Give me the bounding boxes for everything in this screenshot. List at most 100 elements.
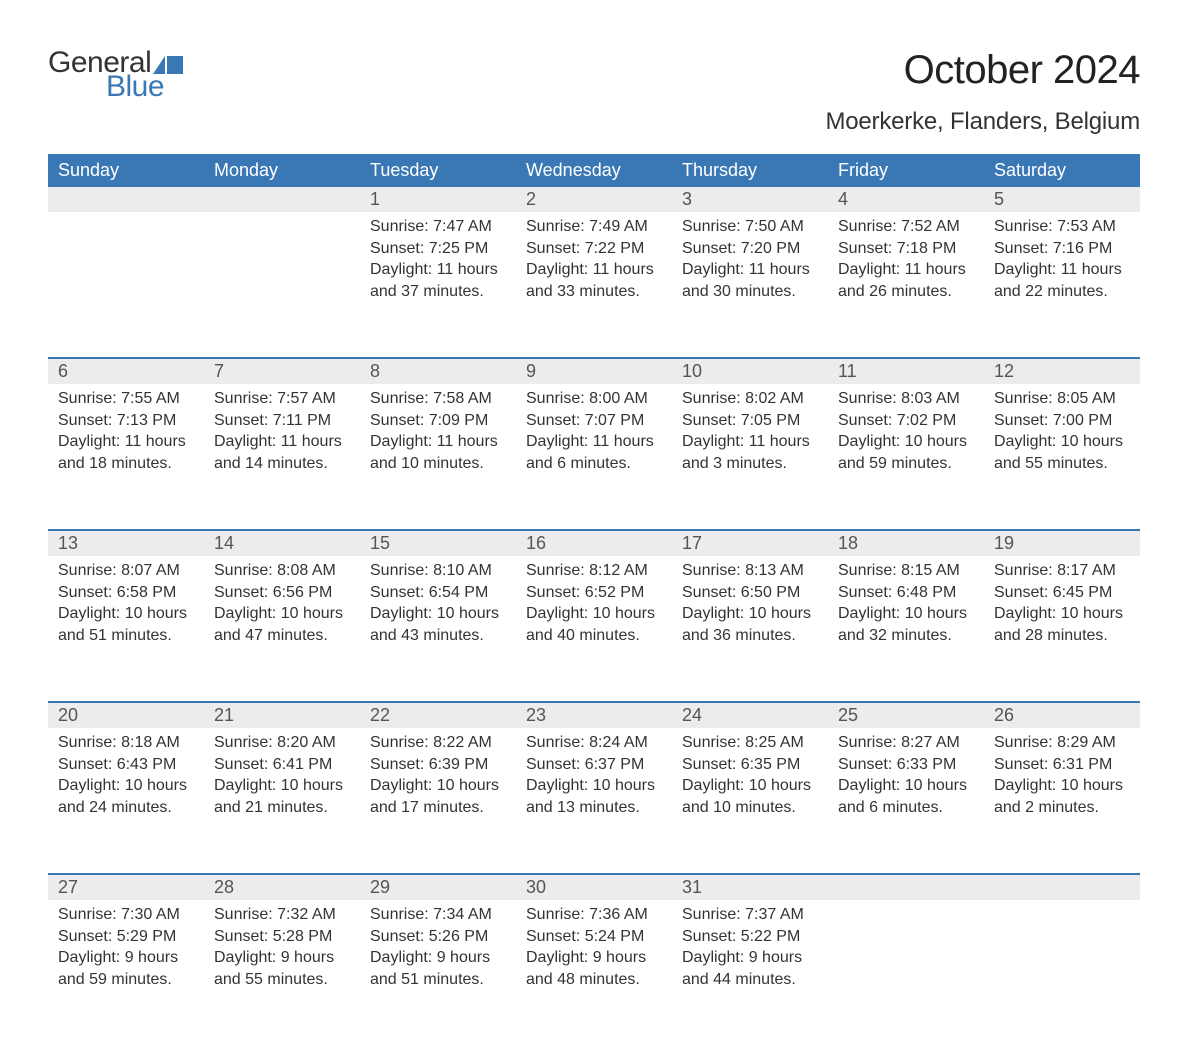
daylight-text-1: Daylight: 11 hours <box>682 259 818 281</box>
daylight-text-1: Daylight: 11 hours <box>526 259 662 281</box>
daylight-text-1: Daylight: 10 hours <box>214 775 350 797</box>
daylight-text-2: and 21 minutes. <box>214 797 350 819</box>
sunrise-text: Sunrise: 7:47 AM <box>370 216 506 238</box>
day-number-cell: 10 <box>672 357 828 384</box>
daylight-text-2: and 22 minutes. <box>994 281 1130 303</box>
sunrise-text: Sunrise: 8:05 AM <box>994 388 1130 410</box>
day-content-cell: Sunrise: 7:49 AMSunset: 7:22 PMDaylight:… <box>516 212 672 357</box>
sunrise-text: Sunrise: 7:50 AM <box>682 216 818 238</box>
day-content-cell: Sunrise: 8:25 AMSunset: 6:35 PMDaylight:… <box>672 728 828 873</box>
sunrise-text: Sunrise: 7:49 AM <box>526 216 662 238</box>
daylight-text-1: Daylight: 10 hours <box>994 603 1130 625</box>
sunset-text: Sunset: 7:02 PM <box>838 410 974 432</box>
daylight-text-2: and 47 minutes. <box>214 625 350 647</box>
daylight-text-2: and 6 minutes. <box>526 453 662 475</box>
day-content-cell <box>48 212 204 357</box>
daylight-text-1: Daylight: 11 hours <box>994 259 1130 281</box>
day-header-row: SundayMondayTuesdayWednesdayThursdayFrid… <box>48 154 1140 187</box>
sunrise-text: Sunrise: 7:58 AM <box>370 388 506 410</box>
sunset-text: Sunset: 6:39 PM <box>370 754 506 776</box>
day-content-cell: Sunrise: 7:32 AMSunset: 5:28 PMDaylight:… <box>204 900 360 1045</box>
day-number-cell: 17 <box>672 529 828 556</box>
day-content-cell <box>204 212 360 357</box>
daylight-text-2: and 10 minutes. <box>682 797 818 819</box>
content-row: Sunrise: 8:07 AMSunset: 6:58 PMDaylight:… <box>48 556 1140 701</box>
sunset-text: Sunset: 7:13 PM <box>58 410 194 432</box>
daylight-text-2: and 26 minutes. <box>838 281 974 303</box>
daylight-text-1: Daylight: 10 hours <box>682 603 818 625</box>
daynum-row: 12345 <box>48 187 1140 212</box>
sunset-text: Sunset: 5:26 PM <box>370 926 506 948</box>
day-number-cell <box>48 187 204 212</box>
daylight-text-2: and 2 minutes. <box>994 797 1130 819</box>
sunset-text: Sunset: 5:22 PM <box>682 926 818 948</box>
content-row: Sunrise: 7:47 AMSunset: 7:25 PMDaylight:… <box>48 212 1140 357</box>
daylight-text-1: Daylight: 9 hours <box>682 947 818 969</box>
sunset-text: Sunset: 7:09 PM <box>370 410 506 432</box>
day-header: Monday <box>204 154 360 187</box>
daylight-text-1: Daylight: 9 hours <box>58 947 194 969</box>
day-content-cell: Sunrise: 8:05 AMSunset: 7:00 PMDaylight:… <box>984 384 1140 529</box>
daylight-text-2: and 43 minutes. <box>370 625 506 647</box>
daylight-text-2: and 18 minutes. <box>58 453 194 475</box>
sunrise-text: Sunrise: 8:25 AM <box>682 732 818 754</box>
day-content-cell: Sunrise: 7:53 AMSunset: 7:16 PMDaylight:… <box>984 212 1140 357</box>
daylight-text-1: Daylight: 10 hours <box>526 603 662 625</box>
daylight-text-2: and 51 minutes. <box>58 625 194 647</box>
day-content-cell: Sunrise: 8:08 AMSunset: 6:56 PMDaylight:… <box>204 556 360 701</box>
day-number-cell: 24 <box>672 701 828 728</box>
day-number-cell: 9 <box>516 357 672 384</box>
day-content-cell: Sunrise: 8:10 AMSunset: 6:54 PMDaylight:… <box>360 556 516 701</box>
sunrise-text: Sunrise: 8:07 AM <box>58 560 194 582</box>
daylight-text-1: Daylight: 10 hours <box>994 431 1130 453</box>
sunset-text: Sunset: 6:31 PM <box>994 754 1130 776</box>
day-number-cell: 7 <box>204 357 360 384</box>
day-content-cell: Sunrise: 8:12 AMSunset: 6:52 PMDaylight:… <box>516 556 672 701</box>
day-content-cell: Sunrise: 7:36 AMSunset: 5:24 PMDaylight:… <box>516 900 672 1045</box>
daylight-text-2: and 3 minutes. <box>682 453 818 475</box>
daylight-text-2: and 55 minutes. <box>994 453 1130 475</box>
sunset-text: Sunset: 7:00 PM <box>994 410 1130 432</box>
day-content-cell: Sunrise: 8:15 AMSunset: 6:48 PMDaylight:… <box>828 556 984 701</box>
day-number-cell: 1 <box>360 187 516 212</box>
day-header: Sunday <box>48 154 204 187</box>
sunrise-text: Sunrise: 7:52 AM <box>838 216 974 238</box>
daylight-text-2: and 17 minutes. <box>370 797 506 819</box>
daylight-text-1: Daylight: 10 hours <box>838 775 974 797</box>
sunset-text: Sunset: 6:50 PM <box>682 582 818 604</box>
daylight-text-2: and 30 minutes. <box>682 281 818 303</box>
daylight-text-2: and 48 minutes. <box>526 969 662 991</box>
sunrise-text: Sunrise: 7:36 AM <box>526 904 662 926</box>
daylight-text-2: and 40 minutes. <box>526 625 662 647</box>
sunset-text: Sunset: 7:16 PM <box>994 238 1130 260</box>
logo: General Blue <box>48 48 183 102</box>
day-content-cell: Sunrise: 7:58 AMSunset: 7:09 PMDaylight:… <box>360 384 516 529</box>
page-title: October 2024 <box>904 48 1140 93</box>
day-header: Friday <box>828 154 984 187</box>
daylight-text-2: and 33 minutes. <box>526 281 662 303</box>
day-header: Saturday <box>984 154 1140 187</box>
daylight-text-2: and 55 minutes. <box>214 969 350 991</box>
day-content-cell: Sunrise: 7:47 AMSunset: 7:25 PMDaylight:… <box>360 212 516 357</box>
daylight-text-1: Daylight: 11 hours <box>370 431 506 453</box>
daynum-row: 20212223242526 <box>48 701 1140 728</box>
day-number-cell: 8 <box>360 357 516 384</box>
header: General Blue October 2024 <box>48 48 1140 102</box>
daylight-text-2: and 59 minutes. <box>838 453 974 475</box>
sunset-text: Sunset: 5:24 PM <box>526 926 662 948</box>
day-number-cell: 26 <box>984 701 1140 728</box>
daylight-text-2: and 10 minutes. <box>370 453 506 475</box>
daylight-text-2: and 51 minutes. <box>370 969 506 991</box>
daylight-text-1: Daylight: 11 hours <box>682 431 818 453</box>
daynum-row: 2728293031 <box>48 873 1140 900</box>
day-number-cell: 23 <box>516 701 672 728</box>
day-content-cell: Sunrise: 7:34 AMSunset: 5:26 PMDaylight:… <box>360 900 516 1045</box>
day-content-cell: Sunrise: 7:55 AMSunset: 7:13 PMDaylight:… <box>48 384 204 529</box>
sunrise-text: Sunrise: 8:22 AM <box>370 732 506 754</box>
day-number-cell: 28 <box>204 873 360 900</box>
daylight-text-2: and 6 minutes. <box>838 797 974 819</box>
location-subtitle: Moerkerke, Flanders, Belgium <box>48 108 1140 136</box>
sunset-text: Sunset: 7:07 PM <box>526 410 662 432</box>
daylight-text-1: Daylight: 11 hours <box>526 431 662 453</box>
sunrise-text: Sunrise: 8:17 AM <box>994 560 1130 582</box>
